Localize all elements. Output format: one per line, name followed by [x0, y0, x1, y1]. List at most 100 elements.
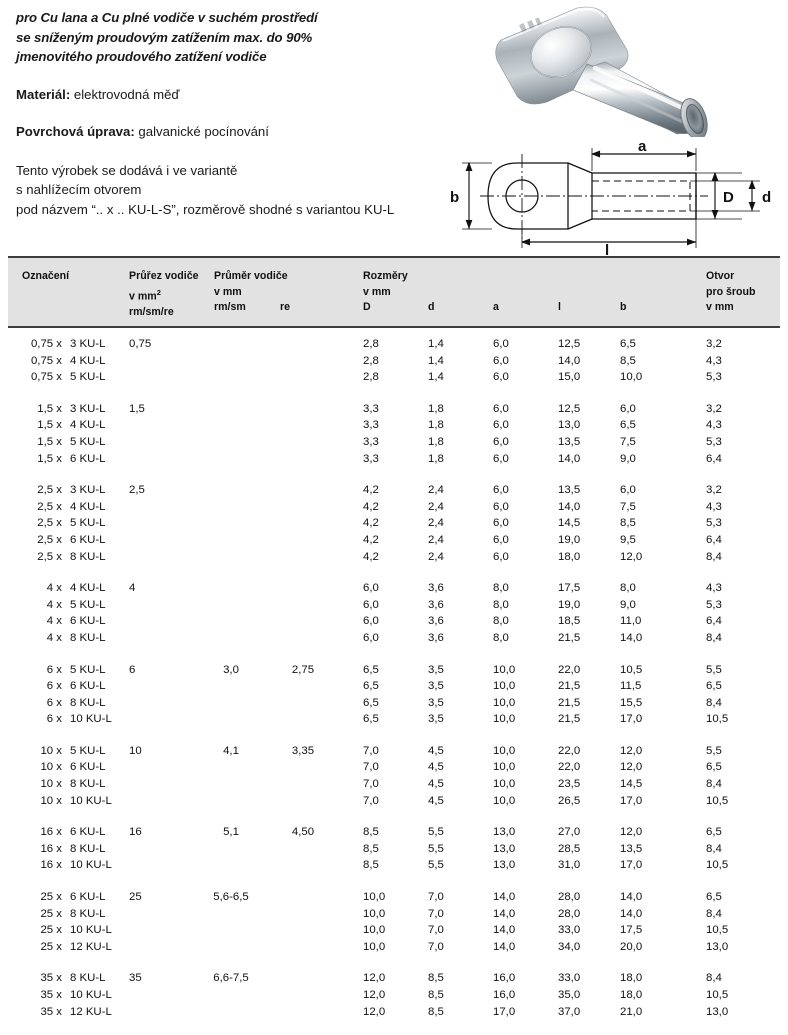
cell-dim-b: 8,5 — [620, 517, 636, 530]
cell-dim-d: 4,5 — [428, 794, 444, 807]
cell-bolt-hole: 5,3 — [706, 371, 722, 384]
cell-dim-a: 14,0 — [493, 924, 516, 937]
cell-dim-b: 6,0 — [620, 402, 636, 415]
intro-text-block: pro Cu lana a Cu plné vodiče v suchém pr… — [16, 8, 436, 219]
cell-dim-l: 22,0 — [558, 761, 581, 774]
cell-cross-section: 1,5 — [129, 402, 145, 415]
cell-dim-d: 3,6 — [428, 615, 444, 628]
cell-cross-section: 10 — [129, 744, 142, 757]
cell-designation-type: 12 KU-L — [70, 1005, 112, 1018]
table-row: 6 x 8 KU-L 6,5 3,5 10,0 21,5 15,5 8,4 — [8, 695, 780, 712]
table-row-group: 25 x 6 KU-L 25 5,6-6,5 10,0 7,0 14,0 28,0 14,0 6,… — [8, 889, 780, 955]
header-section: pro Cu lana a Cu plné vodiče v suchém pr… — [0, 0, 788, 259]
table-header-rule — [8, 326, 780, 328]
cell-designation-type: 8 KU-L — [70, 696, 106, 709]
cell-designation-size: 1,5 x — [37, 435, 62, 448]
cell-designation-size: 6 x — [46, 696, 62, 709]
cell-dim-D: 10,0 — [363, 924, 386, 937]
cell-dim-D: 12,0 — [363, 972, 386, 985]
col-header-prurez: Průřez vodiče v mm2 rm/sm/re — [129, 270, 199, 318]
col-header-d: d — [428, 301, 435, 313]
cell-dim-a: 8,0 — [493, 582, 509, 595]
cell-dim-l: 12,5 — [558, 402, 581, 415]
cable-lug-photo-svg — [495, 6, 708, 140]
cell-designation-type: 10 KU-L — [70, 713, 112, 726]
cell-dim-d: 1,8 — [428, 435, 444, 448]
cell-bolt-hole: 10,5 — [706, 924, 729, 937]
cell-dim-a: 10,0 — [493, 663, 516, 676]
cell-dim-b: 11,0 — [620, 615, 642, 628]
cell-dim-l: 21,5 — [558, 696, 581, 709]
variant-line-1: Tento výrobek se dodává i ve variantě — [16, 162, 238, 178]
cell-designation-type: 12 KU-L — [70, 940, 112, 953]
material-label: Materiál: — [16, 86, 71, 102]
cell-dim-b: 17,0 — [620, 859, 643, 872]
cell-dim-a: 6,0 — [493, 533, 509, 546]
table-row: 25 x 8 KU-L 10,0 7,0 14,0 28,0 14,0 8,4 — [8, 906, 780, 923]
col-header-oznaceni: Označení — [22, 270, 70, 282]
cell-dim-b: 8,5 — [620, 354, 636, 367]
cell-designation-type: 5 KU-L — [70, 663, 106, 676]
cell-dim-a: 10,0 — [493, 761, 516, 774]
cell-dim-a: 6,0 — [493, 500, 509, 513]
table-row: 6 x 5 KU-L 6 3,0 2,75 6,5 3,5 10,0 22,0 10,5 5,5 — [8, 662, 780, 679]
table-row-group: 1,5 x 3 KU-L 1,5 3,3 1,8 6,0 12,5 6,0 3,2 1,5 x 4 … — [8, 401, 780, 467]
cell-dim-a: 8,0 — [493, 615, 509, 628]
cell-dim-d: 3,5 — [428, 713, 444, 726]
cell-dim-l: 28,0 — [558, 907, 581, 920]
cell-dim-D: 12,0 — [363, 989, 386, 1001]
cell-dim-D: 7,0 — [363, 761, 379, 774]
cell-dim-l: 33,0 — [558, 924, 581, 937]
cell-dim-b: 17,0 — [620, 794, 643, 807]
cell-designation-type: 10 KU-L — [70, 989, 112, 1001]
cell-designation-size: 0,75 x — [30, 338, 62, 350]
cell-dim-d: 7,0 — [428, 940, 444, 953]
cell-dim-d: 2,4 — [428, 517, 444, 530]
cell-bolt-hole: 5,3 — [706, 435, 722, 448]
table-row: 2,5 x 8 KU-L 4,2 2,4 6,0 18,0 12,0 8,4 — [8, 549, 780, 566]
cell-dim-d: 3,5 — [428, 680, 444, 693]
cell-dim-D: 7,0 — [363, 778, 379, 791]
cell-dim-l: 34,0 — [558, 940, 581, 953]
cell-dim-D: 6,0 — [363, 582, 379, 595]
table-row: 6 x 6 KU-L 6,5 3,5 10,0 21,5 11,5 6,5 — [8, 678, 780, 695]
table-row-group: 35 x 8 KU-L 35 6,6-7,5 12,0 8,5 16,0 33,0 18,0 8,… — [8, 970, 780, 1020]
table-row: 1,5 x 4 KU-L 3,3 1,8 6,0 13,0 6,5 4,3 — [8, 417, 780, 434]
cell-dim-l: 14,0 — [558, 452, 581, 465]
cell-dim-l: 28,0 — [558, 891, 581, 904]
cell-designation-size: 1,5 x — [37, 419, 62, 432]
cell-designation-size: 6 x — [46, 680, 62, 693]
cell-designation-size: 6 x — [46, 663, 62, 676]
cell-dim-b: 12,0 — [620, 826, 643, 839]
cell-designation-type: 4 KU-L — [70, 582, 106, 595]
italic-description: pro Cu lana a Cu plné vodiče v suchém pr… — [16, 8, 436, 67]
cell-dim-D: 6,5 — [363, 663, 379, 676]
dimension-arrows — [465, 150, 756, 246]
cell-designation-type: 8 KU-L — [70, 550, 106, 563]
label-D: D — [723, 189, 734, 206]
cell-dim-D: 3,3 — [363, 452, 379, 465]
cell-dim-l: 23,5 — [558, 778, 581, 791]
cell-dim-l: 14,0 — [558, 500, 581, 513]
table-row: 1,5 x 3 KU-L 1,5 3,3 1,8 6,0 12,5 6,0 3,2 — [8, 401, 780, 418]
cell-dim-D: 3,3 — [363, 402, 379, 415]
cell-dim-a: 6,0 — [493, 371, 509, 384]
cell-dim-l: 22,0 — [558, 744, 581, 757]
table-row: 0,75 x 3 KU-L 0,75 2,8 1,4 6,0 12,5 6,5 3,2 — [8, 336, 780, 353]
table-row: 16 x 8 KU-L 8,5 5,5 13,0 28,5 13,5 8,4 — [8, 841, 780, 858]
cell-designation-size: 25 x — [40, 924, 62, 937]
cell-dim-D: 2,8 — [363, 354, 379, 367]
cell-dim-b: 18,0 — [620, 989, 643, 1001]
cell-designation-type: 8 KU-L — [70, 778, 106, 791]
cell-dim-a: 6,0 — [493, 484, 509, 497]
cell-designation-size: 16 x — [40, 826, 62, 839]
cell-designation-size: 16 x — [40, 859, 62, 872]
palm-outline — [487, 162, 569, 230]
cell-cross-section: 35 — [129, 972, 142, 985]
cell-dim-l: 31,0 — [558, 859, 581, 872]
cell-dim-l: 18,0 — [558, 550, 581, 563]
cell-dim-d: 1,4 — [428, 354, 444, 367]
col-header-b: b — [620, 301, 627, 313]
cell-designation-type: 6 KU-L — [70, 452, 106, 465]
variant-line-2: s nahlížecím otvorem — [16, 182, 142, 197]
